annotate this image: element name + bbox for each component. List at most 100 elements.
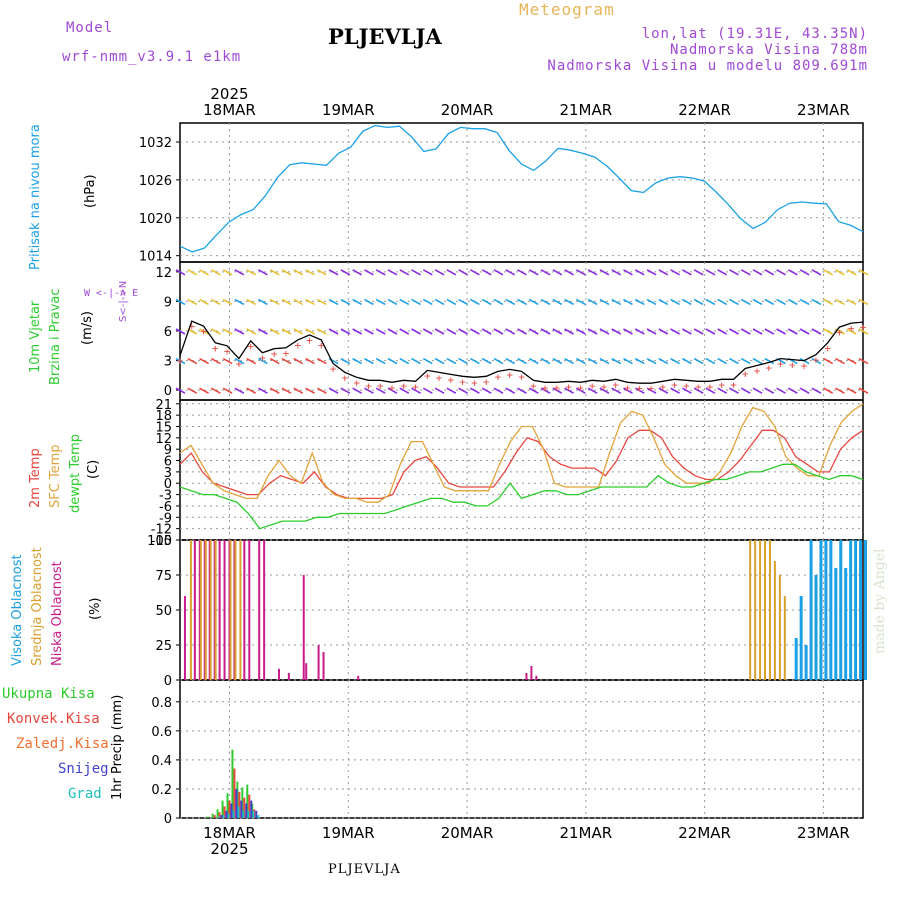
wind-arrow xyxy=(293,269,304,276)
wind-arrow xyxy=(222,298,233,306)
wind-arrow xyxy=(835,387,845,394)
wind-arrow xyxy=(210,357,221,365)
cloud-bar xyxy=(258,540,261,680)
wind-arrow xyxy=(387,357,398,365)
cloud-bar xyxy=(764,540,767,680)
cloud-bar xyxy=(277,668,280,680)
wind-arrow xyxy=(729,387,739,394)
wind-arrow xyxy=(670,387,680,394)
wind-arrow xyxy=(764,357,775,365)
wind-arrow xyxy=(528,298,539,306)
wind-arrow xyxy=(281,328,292,335)
wind-arrow xyxy=(234,387,245,394)
wind-point: + xyxy=(188,320,195,333)
cloud-bar xyxy=(302,575,305,680)
wind-point: + xyxy=(365,379,372,392)
wind-point: + xyxy=(848,322,855,335)
precip-bar xyxy=(217,816,220,818)
wind-arrow xyxy=(481,387,492,394)
wind-arrow xyxy=(740,387,751,394)
wind-arrow xyxy=(434,298,445,306)
wind-point: + xyxy=(330,363,337,376)
wind-arrow xyxy=(540,387,551,394)
y-tick-label: 100 xyxy=(147,534,172,549)
wind-arrow xyxy=(517,298,527,306)
wind-arrow xyxy=(599,298,610,306)
y-tick-label: 12 xyxy=(155,266,172,281)
legend-zaledj: Zaledj.Kisa xyxy=(16,736,109,752)
wind-point: + xyxy=(801,360,808,373)
wind-arrow xyxy=(387,387,398,394)
wind-arrow xyxy=(305,387,315,394)
wind-arrow xyxy=(246,328,257,335)
y-tick-label: 0.2 xyxy=(151,783,172,798)
wind-arrow xyxy=(787,387,798,394)
wind-point: + xyxy=(648,382,655,395)
wind-arrow xyxy=(458,328,469,335)
wind-arrow xyxy=(540,357,551,365)
wind-arrow xyxy=(858,357,869,365)
wind-arrow xyxy=(634,269,645,276)
wind-arrow xyxy=(222,357,233,365)
wind-arrow xyxy=(187,269,198,276)
y-tick-label: 1020 xyxy=(139,212,172,227)
wind-point: + xyxy=(436,371,443,384)
wind-arrow xyxy=(258,269,268,276)
wind-point: + xyxy=(483,375,490,388)
wind-arrow xyxy=(446,269,457,276)
wind-arrow xyxy=(175,328,186,335)
year-label-top: 2025 xyxy=(210,85,248,103)
precip-bar xyxy=(237,806,240,818)
temp-line-1 xyxy=(179,403,864,503)
y-tick-label: 1014 xyxy=(139,250,172,265)
date-label-top: 21MAR xyxy=(559,101,612,119)
wind-arrow xyxy=(210,328,221,335)
wind-point: + xyxy=(506,368,513,381)
wind-arrow xyxy=(729,328,739,335)
wind-arrow xyxy=(599,357,610,365)
date-label-bottom: 21MAR xyxy=(559,824,612,842)
wind-arrow xyxy=(623,328,633,335)
wind-arrow xyxy=(234,328,245,335)
wind-point: + xyxy=(459,375,466,388)
wind-arrow xyxy=(823,298,834,306)
cloud-bar xyxy=(749,540,752,680)
wind-arrow xyxy=(729,357,739,365)
precip-bar xyxy=(232,810,235,818)
cloud-bar xyxy=(239,540,242,680)
precip-bar xyxy=(257,815,260,818)
date-label-bottom: 18MAR xyxy=(203,824,256,842)
wind-arrow xyxy=(517,269,527,276)
wind-point: + xyxy=(542,381,549,394)
wind-arrow xyxy=(823,328,834,335)
wind-arrow xyxy=(422,269,433,276)
wind-point: + xyxy=(424,369,431,382)
wind-arrow xyxy=(493,269,504,276)
legend-grad: Grad xyxy=(68,786,102,802)
wind-point: + xyxy=(236,358,243,371)
precip-bar xyxy=(233,768,236,818)
wind-arrow xyxy=(458,387,469,394)
y-tick-label: 0.8 xyxy=(151,696,172,711)
wind-arrow xyxy=(575,269,586,276)
year-label-bottom: 2025 xyxy=(210,840,248,858)
wind-arrow xyxy=(328,387,339,394)
wind-arrow xyxy=(646,328,657,335)
wind-point: + xyxy=(730,378,737,391)
wind-arrow xyxy=(611,387,622,394)
wind-arrow xyxy=(693,328,704,335)
wind-arrow xyxy=(575,328,586,335)
wind-arrow xyxy=(234,357,245,365)
wind-arrow xyxy=(846,328,857,335)
wind-arrow xyxy=(293,298,304,306)
wind-arrow xyxy=(846,269,857,276)
wind-arrow xyxy=(187,357,198,365)
wind-point: + xyxy=(777,358,784,371)
precip-bar xyxy=(235,788,238,818)
wind-arrow xyxy=(352,328,363,335)
wind-arrow xyxy=(658,387,669,394)
wind-arrow xyxy=(411,298,421,306)
wind-point: + xyxy=(412,380,419,393)
wind-arrow xyxy=(446,298,457,306)
